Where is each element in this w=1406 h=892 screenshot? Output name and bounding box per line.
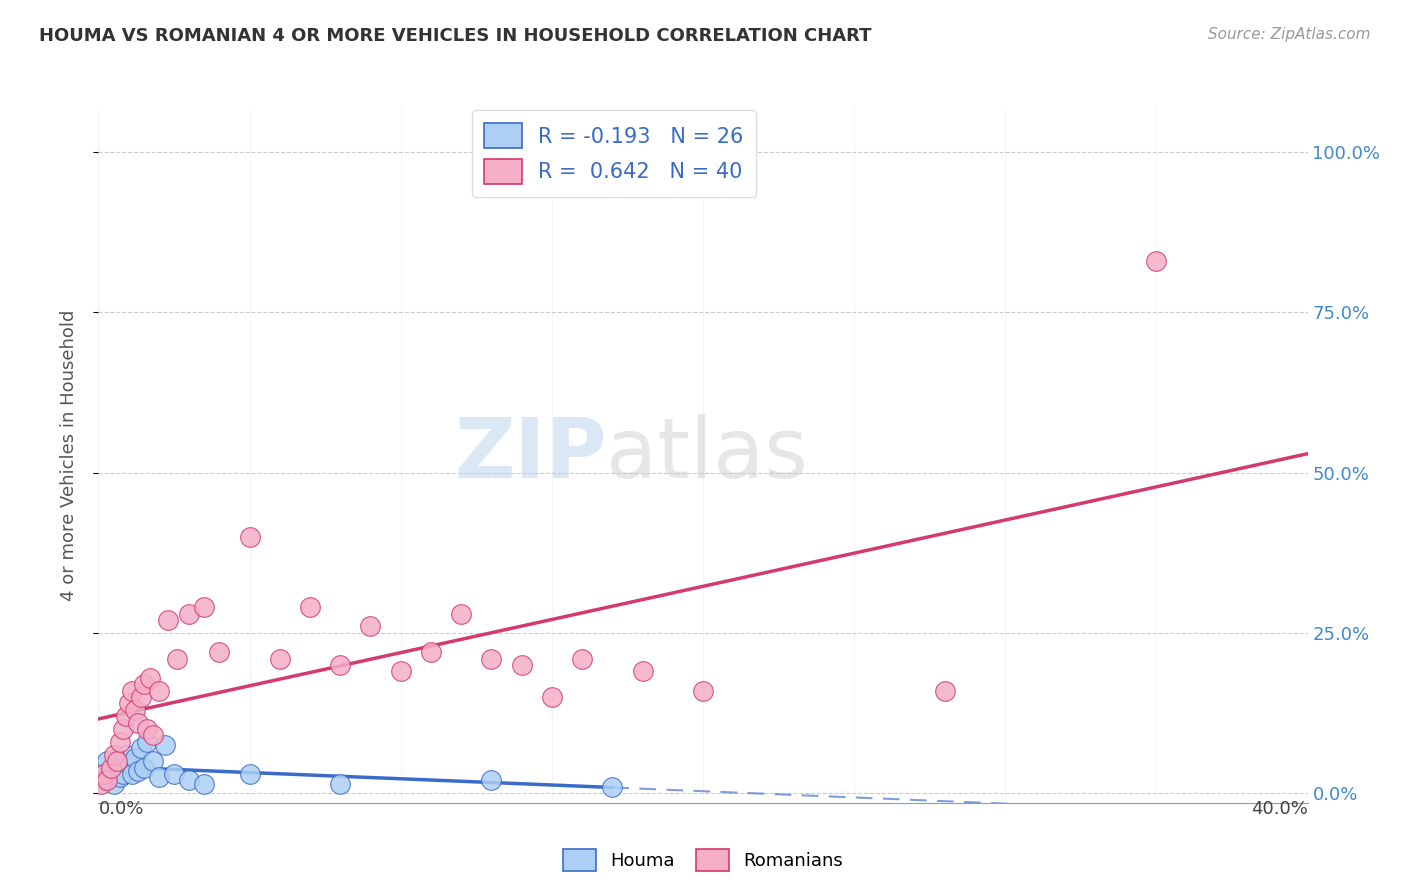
Point <box>389 665 412 679</box>
Point <box>481 651 503 665</box>
Point <box>269 651 291 665</box>
Point <box>121 767 143 781</box>
Point <box>118 697 141 711</box>
Point <box>90 767 112 781</box>
Text: Source: ZipAtlas.com: Source: ZipAtlas.com <box>1208 27 1371 42</box>
Point <box>208 645 231 659</box>
Point <box>156 613 179 627</box>
Point <box>360 619 382 633</box>
Point <box>148 683 170 698</box>
Point <box>121 683 143 698</box>
Point <box>329 776 352 790</box>
Point <box>142 729 165 743</box>
Point <box>96 754 118 768</box>
Point <box>111 722 134 736</box>
Point <box>111 767 134 781</box>
Text: 40.0%: 40.0% <box>1251 799 1308 818</box>
Point <box>108 770 131 784</box>
Point <box>510 657 533 672</box>
Point <box>631 665 654 679</box>
Point <box>153 738 176 752</box>
Point <box>93 773 115 788</box>
Point <box>100 764 122 778</box>
Point <box>541 690 564 704</box>
Point <box>481 773 503 788</box>
Text: HOUMA VS ROMANIAN 4 OR MORE VEHICLES IN HOUSEHOLD CORRELATION CHART: HOUMA VS ROMANIAN 4 OR MORE VEHICLES IN … <box>39 27 872 45</box>
Point <box>114 747 136 762</box>
Point <box>1146 254 1168 268</box>
Point <box>124 703 146 717</box>
Point <box>124 751 146 765</box>
Point <box>239 530 262 544</box>
Point <box>114 709 136 723</box>
Point <box>571 651 593 665</box>
Point <box>103 747 125 762</box>
Point <box>105 760 128 774</box>
Point <box>127 764 149 778</box>
Point <box>132 677 155 691</box>
Point <box>239 767 262 781</box>
Point <box>132 760 155 774</box>
Point <box>934 683 956 698</box>
Point <box>129 690 152 704</box>
Point <box>118 757 141 772</box>
Y-axis label: 4 or more Vehicles in Household: 4 or more Vehicles in Household <box>59 310 77 600</box>
Point <box>105 754 128 768</box>
Point <box>135 722 157 736</box>
Point <box>450 607 472 621</box>
Point <box>179 607 201 621</box>
Text: atlas: atlas <box>606 415 808 495</box>
Point <box>142 754 165 768</box>
Point <box>148 770 170 784</box>
Point <box>420 645 443 659</box>
Point <box>93 767 115 781</box>
Text: ZIP: ZIP <box>454 415 606 495</box>
Point <box>163 767 186 781</box>
Point <box>329 657 352 672</box>
Point <box>139 671 162 685</box>
Point <box>135 735 157 749</box>
Point <box>100 760 122 774</box>
Legend: R = -0.193   N = 26, R =  0.642   N = 40: R = -0.193 N = 26, R = 0.642 N = 40 <box>471 111 756 197</box>
Point <box>193 600 215 615</box>
Point <box>179 773 201 788</box>
Legend: Houma, Romanians: Houma, Romanians <box>555 842 851 879</box>
Point <box>103 776 125 790</box>
Text: 0.0%: 0.0% <box>98 799 143 818</box>
Point <box>602 780 624 794</box>
Point <box>129 741 152 756</box>
Point <box>193 776 215 790</box>
Point <box>90 776 112 790</box>
Point <box>692 683 714 698</box>
Point <box>96 773 118 788</box>
Point <box>299 600 322 615</box>
Point <box>127 715 149 730</box>
Point <box>108 735 131 749</box>
Point <box>166 651 188 665</box>
